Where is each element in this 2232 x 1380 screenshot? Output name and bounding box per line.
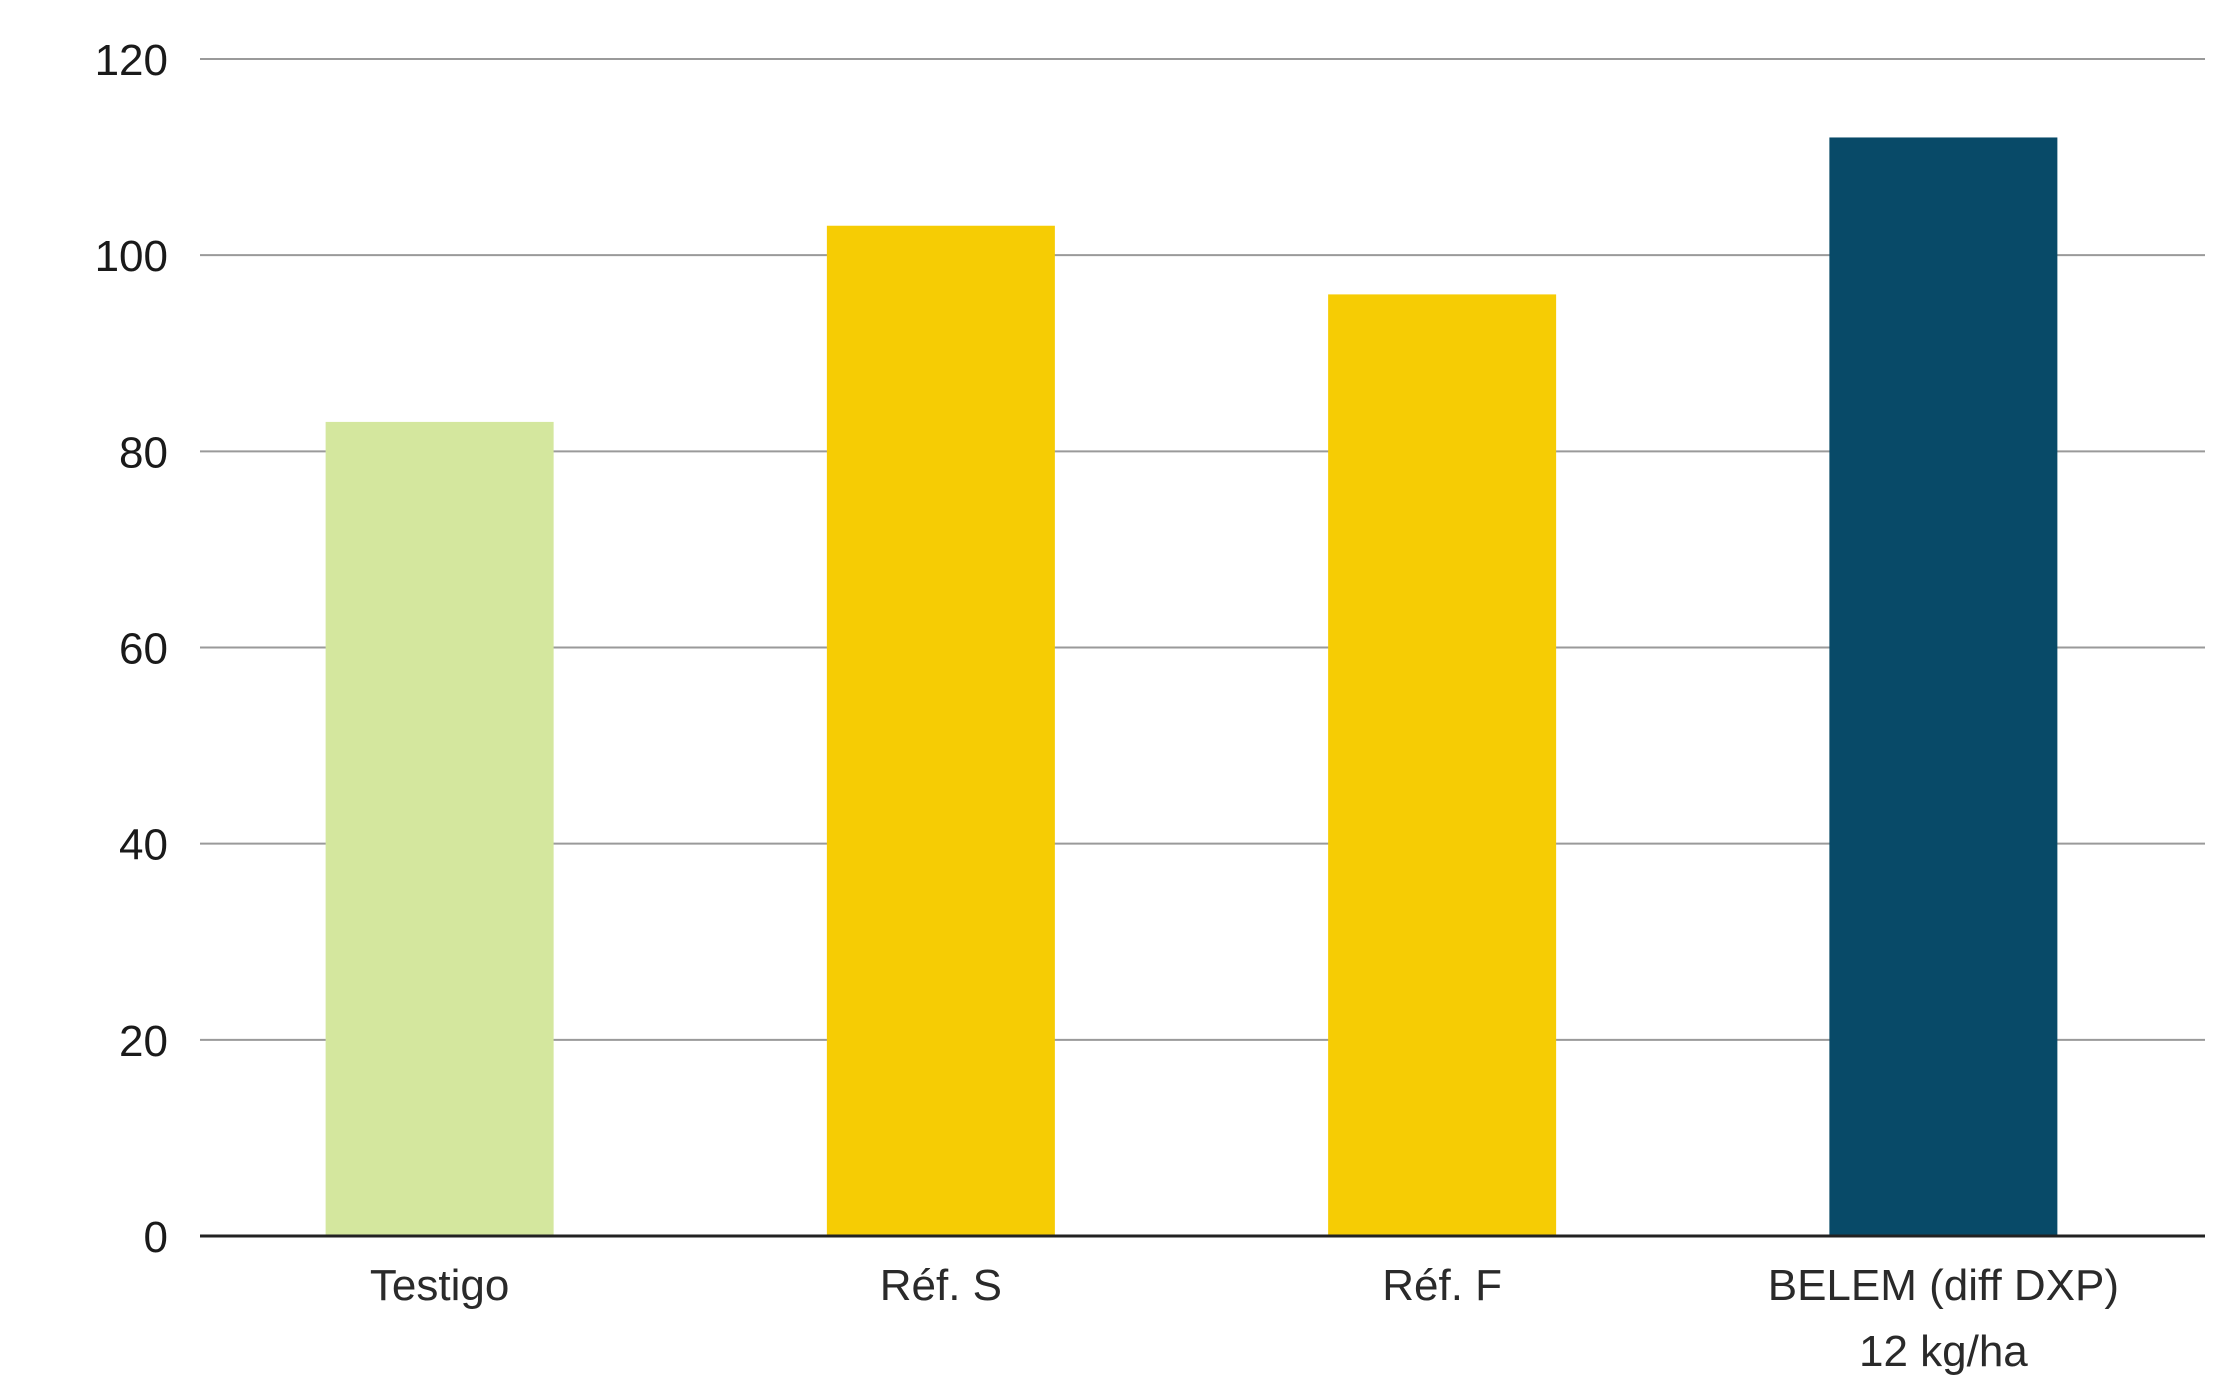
bar-1 [325,421,554,1236]
bar-4 [1829,137,2058,1236]
bar-3 [1328,294,1557,1236]
y-axis-ticks: 0 20 40 60 80 100 120 [95,36,168,1262]
y-tick-label-80: 80 [119,428,168,477]
y-tick-label-40: 40 [119,821,168,870]
x-tick-label-4-line-1: BELEM (diff DXP) [1768,1261,2119,1310]
y-tick-label-120: 120 [95,36,168,85]
x-tick-label-2: Réf. S [880,1261,1002,1310]
y-tick-label-60: 60 [119,625,168,674]
bar-2 [826,225,1055,1236]
y-tick-label-0: 0 [144,1213,168,1262]
bars [325,137,2058,1236]
y-tick-label-100: 100 [95,232,168,281]
y-tick-label-20: 20 [119,1017,168,1066]
x-tick-label-1: Testigo [370,1261,509,1310]
x-tick-label-3: Réf. F [1382,1261,1502,1310]
x-axis-ticks: Testigo Réf. S Réf. F BELEM (diff DXP) 12 kg… [370,1261,2119,1376]
x-tick-label-4-line-2: 12 kg/ha [1859,1327,2028,1376]
